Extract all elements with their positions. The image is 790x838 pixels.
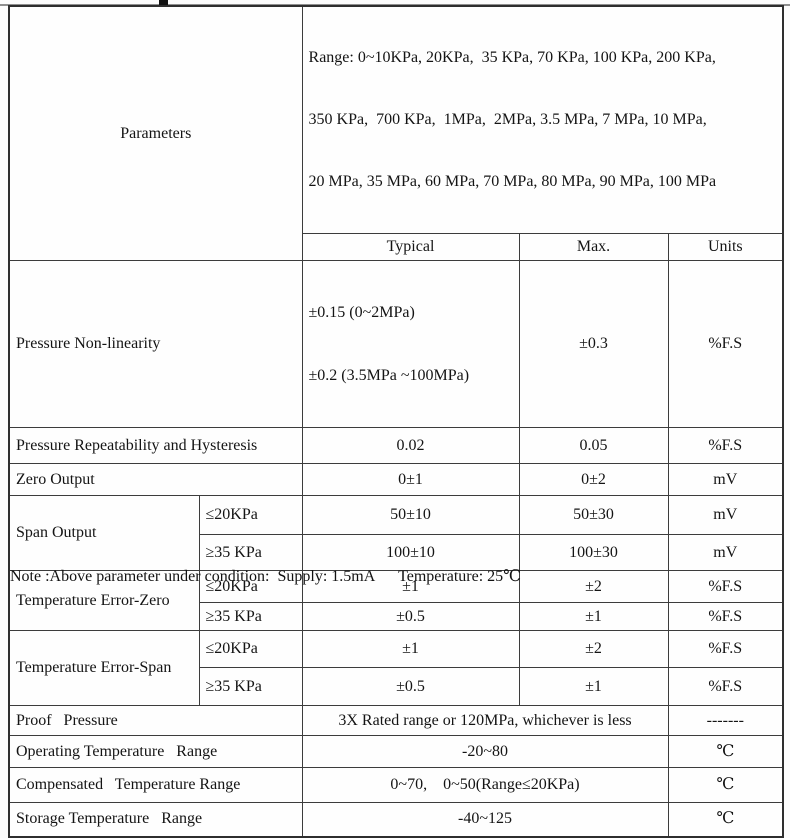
merged-value-cell: 0~70, 0~50(Range≤20KPa) [301, 767, 669, 803]
merged-value-cell: -20~80 [301, 735, 669, 768]
condition-cell: ≥35 KPa [198, 602, 303, 631]
units-cell: ℃ [667, 735, 784, 768]
table-row: Temperature Error-Span ≤20KPa ±1 ±2 %F.S [8, 630, 784, 706]
table-row: Proof Pressure 3X Rated range or 120MPa,… [8, 705, 784, 736]
typical-value-cell: ±0.15 (0~2MPa) ±0.2 (3.5MPa ~100MPa) [301, 260, 520, 428]
condition-cell: ≥35 KPa [198, 667, 303, 706]
max-value-cell: ±1 [518, 602, 669, 631]
max-value-cell: 100±30 [518, 534, 669, 571]
table-row: ≥35 KPa 100±10 100±30 mV [9, 534, 784, 571]
max-value-cell: ±0.3 [518, 260, 669, 428]
units-cell: %F.S [667, 427, 784, 464]
column-header-units: Units [667, 233, 784, 261]
range-line-3: 20 MPa, 35 MPa, 60 MPa, 70 MPa, 80 MPa, … [308, 173, 717, 190]
table-row: Pressure Non-linearity ±0.15 (0~2MPa) ±0… [8, 260, 784, 428]
units-cell: %F.S [667, 602, 784, 631]
typical-value-line: ±0.15 (0~2MPa) [308, 304, 415, 321]
max-value-cell: ±1 [518, 667, 669, 706]
max-value-cell: 0.05 [518, 427, 669, 464]
param-temperature-error-span: Temperature Error-Span [8, 630, 200, 706]
merged-value-cell: -40~125 [301, 802, 669, 837]
param-compensated-temperature-range: Compensated Temperature Range [8, 767, 303, 803]
table-row: Compensated Temperature Range 0~70, 0~50… [8, 767, 784, 803]
units-cell: mV [667, 463, 784, 496]
units-cell: ℃ [667, 802, 784, 837]
param-span-output: Span Output [8, 495, 200, 571]
clipped-text-artifact [159, 0, 168, 5]
units-cell: ℃ [667, 767, 784, 803]
column-header-max: Max. [518, 233, 669, 261]
table-row: Operating Temperature Range -20~80 ℃ [8, 735, 784, 768]
param-zero-output: Zero Output [8, 463, 303, 496]
typical-value-cell: 0.02 [301, 427, 520, 464]
column-header-typical: Typical [301, 233, 520, 261]
units-cell: mV [667, 495, 784, 535]
max-value-cell: 0±2 [518, 463, 669, 496]
units-cell: %F.S [667, 667, 784, 706]
max-value-cell: ±2 [518, 570, 669, 603]
range-header-cell: Range: 0~10KPa, 20KPa, 35 KPa, 70 KPa, 1… [301, 5, 784, 234]
param-pressure-non-linearity: Pressure Non-linearity [8, 260, 303, 428]
condition-cell: ≤20KPa [198, 630, 303, 668]
typical-value-line: ±0.2 (3.5MPa ~100MPa) [308, 367, 470, 384]
condition-cell: ≤20KPa [198, 495, 303, 535]
units-cell: %F.S [667, 630, 784, 668]
table-row: Span Output ≤20KPa 50±10 50±30 mV [8, 495, 784, 571]
table-row: Zero Output 0±1 0±2 mV [8, 463, 784, 496]
units-cell: mV [667, 534, 784, 571]
typical-value-cell: 100±10 [301, 534, 520, 571]
param-operating-temperature-range: Operating Temperature Range [8, 735, 303, 768]
typical-value-cell: 0±1 [301, 463, 520, 496]
typical-value-cell: ±1 [301, 630, 520, 668]
specifications-table: Parameters Range: 0~10KPa, 20KPa, 35 KPa… [8, 5, 785, 838]
units-cell: ------- [667, 705, 784, 736]
note-text: Note :Above parameter under condition: S… [10, 568, 522, 585]
max-value-cell: ±2 [518, 630, 669, 668]
range-line-1: Range: 0~10KPa, 20KPa, 35 KPa, 70 KPa, 1… [308, 49, 716, 66]
typical-value-cell: ±0.5 [301, 602, 520, 631]
condition-cell: ≥35 KPa [198, 534, 303, 571]
table-row: Storage Temperature Range -40~125 ℃ [8, 802, 784, 837]
max-value-cell: 50±30 [518, 495, 669, 535]
units-cell: %F.S [667, 570, 784, 603]
range-line-2: 350 KPa, 700 KPa, 1MPa, 2MPa, 3.5 MPa, 7… [308, 111, 707, 128]
param-storage-temperature-range: Storage Temperature Range [8, 802, 303, 837]
units-cell: %F.S [667, 260, 784, 428]
typical-value-cell: ±0.5 [301, 667, 520, 706]
typical-value-cell: 50±10 [301, 495, 520, 535]
merged-value-cell: 3X Rated range or 120MPa, whichever is l… [301, 705, 669, 736]
param-proof-pressure: Proof Pressure [8, 705, 303, 736]
table-row: Pressure Repeatability and Hysteresis 0.… [8, 427, 784, 464]
param-pressure-repeatability: Pressure Repeatability and Hysteresis [8, 427, 303, 464]
parameters-header-cell: Parameters [8, 5, 303, 261]
